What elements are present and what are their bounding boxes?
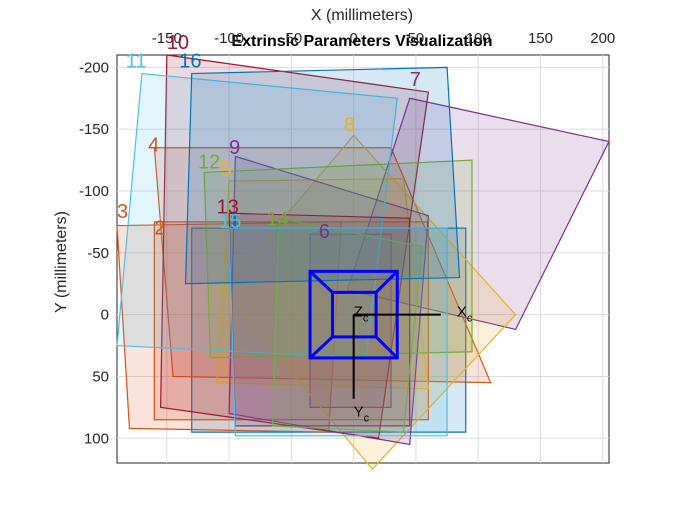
board-label-15: 15 [219,211,241,233]
y-tick-label: -200 [79,59,109,76]
board-label-12: 12 [198,152,220,174]
y-tick-labels: -200 -150 -100 -50 0 50 100 [79,59,109,447]
y-tick-label: 100 [84,430,109,447]
axes-box [116,54,610,464]
board-plane-15 [228,227,448,437]
x-tick-label: 50 [408,30,425,47]
y-tick-label: -100 [79,183,109,200]
board-label-1: 1 [229,211,240,233]
board-label-2: 2 [154,217,165,239]
board-plane-7 [346,97,610,331]
x-tick-label: 150 [528,30,553,47]
board-label-3: 3 [117,201,128,223]
y-tick-label: 0 [101,307,109,324]
camera-frustum-edge [309,335,334,360]
x-tick-label: 0 [349,30,357,47]
board-label-10: 10 [167,32,189,54]
board-plane-16 [184,66,461,285]
board-label-16: 16 [179,50,201,72]
x-tick-labels: -150 -100 -50 0 50 100 150 200 [152,30,615,47]
board-label-11: 11 [126,50,147,72]
board-plane-8 [222,134,517,471]
y-tick-label: -50 [87,245,109,262]
board-plane-3 [116,221,342,433]
board-label-13: 13 [217,196,239,218]
board-label-5: 5 [220,159,231,181]
board-label-7: 7 [410,69,421,91]
board-plane-12 [203,159,473,359]
y-tick-label: 50 [92,368,109,385]
board-label-8: 8 [344,115,355,137]
camera-frustum-edge [375,335,399,359]
camera-frustum-edge [375,270,399,294]
x-tick-label: 200 [590,30,615,47]
y-tick-label: -150 [79,121,109,138]
x-tick-label: -50 [281,30,303,47]
board-label-14: 14 [266,209,288,231]
x-tick-label: -100 [214,30,244,47]
board-label-9: 9 [229,137,240,159]
x-tick-label: 100 [466,30,491,47]
board-planes [116,54,610,471]
y-axis-label: Y (millimeters) [53,211,70,313]
camera-frustum-edge [309,270,334,294]
board-plane-10 [159,54,430,439]
x-tick-label: -150 [152,30,182,47]
board-label-6: 6 [319,221,330,243]
board-label-4: 4 [148,134,159,156]
x-axis-label: X (millimeters) [311,7,413,24]
chart-title: Extrinsic Parameters Visualization [231,33,492,50]
